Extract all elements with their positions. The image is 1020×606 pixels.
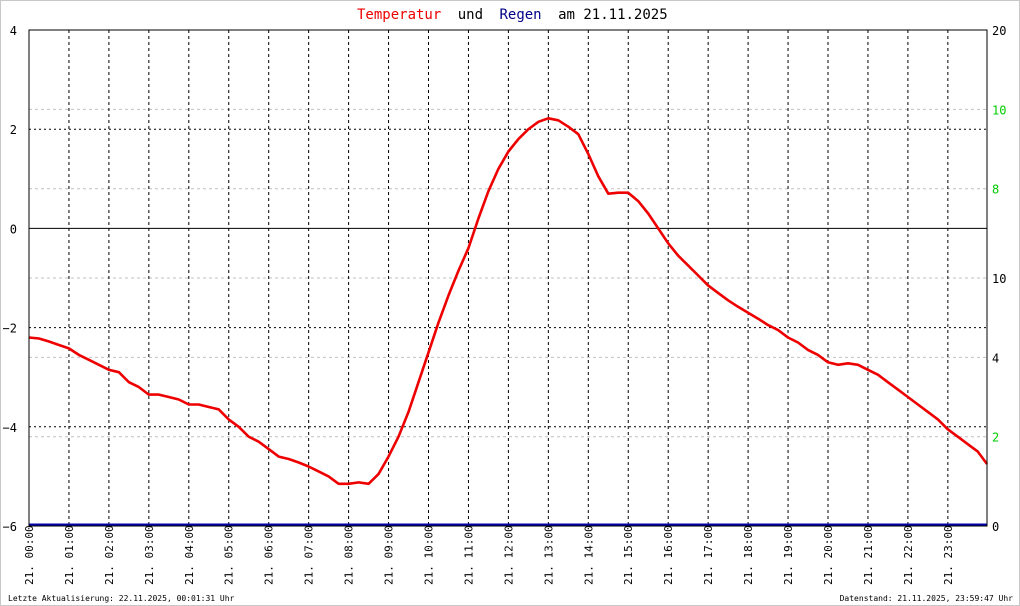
right-tick-label: 8	[992, 183, 999, 197]
x-tick-label: 21. 15:00	[622, 525, 635, 585]
x-tick-label: 21. 11:00	[462, 525, 475, 585]
x-tick-label: 21. 03:00	[143, 525, 156, 585]
x-tick-label: 21. 19:00	[782, 525, 795, 585]
grid-layer	[29, 30, 987, 526]
x-tick-label: 21. 05:00	[223, 525, 236, 585]
x-tick-label: 21. 10:00	[422, 525, 435, 585]
left-tick-label: −6	[3, 520, 17, 534]
footer-last-update: Letzte Aktualisierung: 22.11.2025, 00:01…	[8, 594, 235, 603]
x-tick-label: 21. 18:00	[742, 525, 755, 585]
axis-layer: 21. 00:00 21. 01:00 21. 02:00 21. 03:00 21. …	[3, 24, 1007, 585]
plot-border	[28, 29, 988, 527]
right-tick-label: 10	[992, 272, 1006, 286]
left-tick-label: 4	[10, 24, 17, 38]
x-tick-label: 21. 22:00	[902, 525, 915, 585]
title-temperatur: Temperatur	[357, 7, 441, 23]
x-tick-label: 21. 12:00	[502, 525, 515, 585]
left-tick-label: −4	[3, 421, 17, 435]
title-regen: Regen	[499, 7, 541, 23]
x-tick-label: 21. 09:00	[383, 525, 396, 585]
x-tick-label: 21. 00:00	[23, 525, 36, 585]
x-tick-label: 21. 01:00	[63, 525, 76, 585]
x-tick-label: 21. 08:00	[343, 525, 356, 585]
x-tick-label: 21. 02:00	[103, 525, 116, 585]
left-tick-label: −2	[3, 322, 17, 336]
x-tick-label: 21. 16:00	[662, 525, 675, 585]
chart-title: Temperatur und Regen am 21.11.2025	[357, 7, 668, 23]
x-tick-label: 21. 23:00	[942, 525, 955, 585]
left-tick-label: 2	[10, 123, 17, 137]
x-tick-label: 21. 21:00	[862, 525, 875, 585]
x-tick-label: 21. 17:00	[702, 525, 715, 585]
x-tick-label: 21. 04:00	[183, 525, 196, 585]
left-tick-label: 0	[10, 222, 17, 236]
footer-data-status: Datenstand: 21.11.2025, 23:59:47 Uhr	[840, 594, 1014, 603]
right-tick-label: 0	[992, 520, 999, 534]
temperature-series-line	[28, 117, 989, 486]
right-tick-label: 2	[992, 431, 999, 445]
right-tick-label: 10	[992, 103, 1006, 117]
x-tick-label: 21. 20:00	[822, 525, 835, 585]
x-tick-label: 21. 06:00	[263, 525, 276, 585]
x-tick-label: 21. 07:00	[303, 525, 316, 585]
x-tick-label: 21. 14:00	[582, 525, 595, 585]
right-tick-label: 20	[992, 24, 1006, 38]
right-tick-label: 4	[992, 351, 999, 365]
series-layer	[28, 117, 989, 527]
title-und: und	[458, 7, 483, 23]
title-date: am 21.11.2025	[558, 7, 668, 23]
x-tick-label: 21. 13:00	[542, 525, 555, 585]
